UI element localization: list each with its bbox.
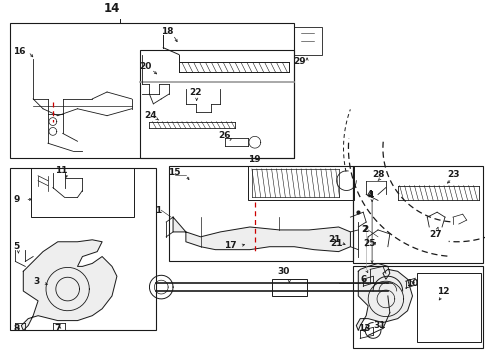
Text: 28: 28 xyxy=(371,170,384,179)
Polygon shape xyxy=(356,264,412,330)
Text: 22: 22 xyxy=(188,87,201,96)
Text: 7: 7 xyxy=(55,324,61,333)
Text: 25: 25 xyxy=(363,239,375,248)
Text: 18: 18 xyxy=(161,27,173,36)
Text: 15: 15 xyxy=(168,168,180,177)
Bar xyxy=(353,266,483,348)
Text: 30: 30 xyxy=(277,267,289,276)
Text: 1: 1 xyxy=(155,206,161,215)
Text: 29: 29 xyxy=(292,57,305,66)
Bar xyxy=(417,273,481,342)
Polygon shape xyxy=(21,240,117,330)
Text: 2: 2 xyxy=(362,225,368,234)
Text: 19: 19 xyxy=(247,155,260,164)
Text: 2: 2 xyxy=(361,225,367,234)
Text: 16: 16 xyxy=(14,47,26,56)
Text: 13: 13 xyxy=(358,324,370,333)
Text: 24: 24 xyxy=(144,111,157,120)
Text: 21: 21 xyxy=(328,235,341,244)
Text: 10: 10 xyxy=(405,279,417,288)
Text: 9: 9 xyxy=(14,195,20,204)
Polygon shape xyxy=(173,217,350,252)
Text: 3: 3 xyxy=(33,277,40,286)
Bar xyxy=(271,279,306,296)
Bar xyxy=(294,27,321,55)
Text: 4: 4 xyxy=(366,190,372,199)
Text: 8: 8 xyxy=(14,324,20,333)
Text: 23: 23 xyxy=(446,170,459,179)
Bar xyxy=(247,166,354,201)
Text: 31: 31 xyxy=(372,321,385,330)
Bar xyxy=(169,166,353,261)
Bar xyxy=(31,168,133,217)
Text: 27: 27 xyxy=(428,230,441,239)
Text: 4: 4 xyxy=(366,191,373,200)
Bar xyxy=(10,23,294,158)
Text: 14: 14 xyxy=(103,2,120,15)
Bar xyxy=(10,168,156,330)
Text: 12: 12 xyxy=(436,287,448,296)
Text: 11: 11 xyxy=(55,166,67,175)
Bar xyxy=(353,166,483,264)
Text: 20: 20 xyxy=(139,62,152,71)
Text: 26: 26 xyxy=(218,131,230,140)
Bar xyxy=(139,50,294,158)
Text: 5: 5 xyxy=(14,242,20,251)
Text: 17: 17 xyxy=(224,241,237,250)
Text: 6: 6 xyxy=(360,275,366,284)
Text: 21: 21 xyxy=(330,239,343,248)
